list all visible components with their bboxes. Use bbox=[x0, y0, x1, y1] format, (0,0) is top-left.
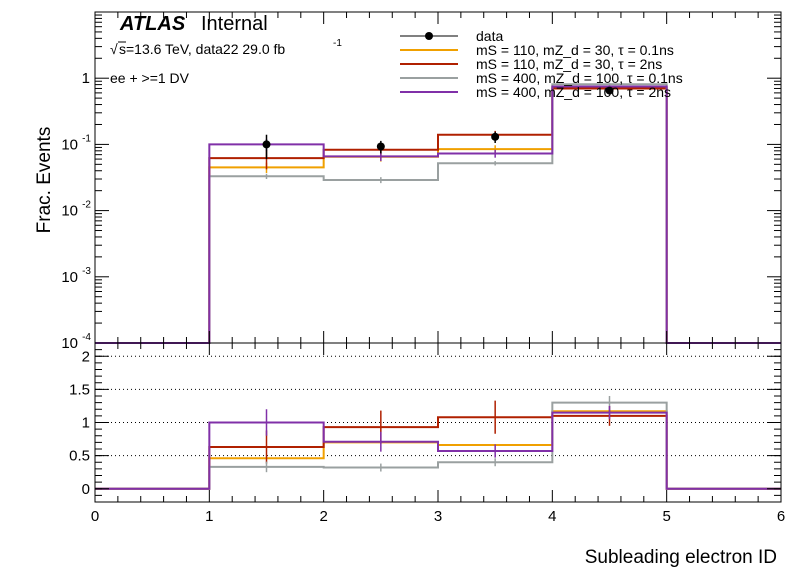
main-y-tick-label: 10 bbox=[61, 335, 78, 352]
x-axis-title: Subleading electron ID bbox=[585, 547, 777, 568]
legend-series-label: mS = 110, mZ_d = 30, τ = 0.1ns bbox=[476, 42, 674, 58]
sqrt-symbol: √ bbox=[110, 41, 118, 57]
x-tick-label: 6 bbox=[777, 508, 785, 525]
main-y-tick-label: 10 bbox=[61, 136, 78, 153]
ratio-y-tick-label: 1.5 bbox=[69, 381, 90, 398]
main-y-tick-label: 10 bbox=[61, 203, 78, 220]
main-y-tick-exponent: -2 bbox=[82, 200, 91, 211]
x-tick-label: 5 bbox=[662, 508, 670, 525]
ratio-y-ticks: 0 0.5 1 1.5 2 bbox=[69, 348, 781, 498]
data-point bbox=[376, 142, 385, 151]
ratio-y-tick-label: 1 bbox=[82, 415, 90, 432]
energy-lumi-text: s=13.6 TeV, data22 29.0 fb bbox=[119, 41, 285, 57]
ratio-panel: 0 0.5 1 1.5 2 0 1 2 3 4 5 6 Subleading electron ID bbox=[69, 342, 785, 568]
internal-label: Internal bbox=[201, 13, 268, 35]
ratio-series-group bbox=[95, 396, 781, 490]
x-tick-label: 2 bbox=[319, 508, 327, 525]
ratio-y-tick-label: 2 bbox=[82, 348, 90, 365]
data-point bbox=[605, 86, 614, 95]
main-y-ticks: 10 -4 10 -3 10 -2 10 -1 1 bbox=[61, 14, 781, 352]
selection-label: ee + >=1 DV bbox=[110, 70, 190, 86]
sqrt-s-label: √ s=13.6 TeV, data22 29.0 fb -1 bbox=[110, 38, 342, 57]
ratio-y-tick-label: 0 bbox=[82, 481, 90, 498]
x-tick-label: 4 bbox=[548, 508, 556, 525]
atlas-label: ATLAS bbox=[119, 13, 186, 35]
legend-data-label: data bbox=[476, 28, 503, 44]
legend-series-label: mS = 110, mZ_d = 30, τ = 2ns bbox=[476, 56, 662, 72]
main-series-line-3 bbox=[95, 85, 781, 344]
legend-series-label: mS = 400, mZ_d = 100, τ = 0.1ns bbox=[476, 70, 683, 86]
main-y-tick-exponent: -4 bbox=[82, 332, 91, 343]
legend-data-marker bbox=[425, 32, 433, 40]
y-axis-title: Frac. Events bbox=[34, 127, 55, 234]
main-y-tick-label: 1 bbox=[82, 70, 90, 87]
legend-series-label: mS = 400, mZ_d = 100, τ = 2ns bbox=[476, 84, 671, 100]
ratio-y-tick-label: 0.5 bbox=[69, 448, 90, 465]
main-x-ticks bbox=[94, 12, 782, 343]
lumi-exponent: -1 bbox=[333, 38, 342, 49]
x-tick-label: 1 bbox=[205, 508, 213, 525]
ratio-x-ticks: 0 1 2 3 4 5 6 bbox=[91, 343, 785, 525]
x-tick-label: 3 bbox=[434, 508, 442, 525]
main-data-points bbox=[262, 86, 614, 160]
main-y-tick-label: 10 bbox=[61, 269, 78, 286]
x-tick-label: 0 bbox=[91, 508, 99, 525]
main-y-tick-exponent: -3 bbox=[82, 266, 91, 277]
main-y-tick-exponent: -1 bbox=[82, 133, 91, 144]
data-point bbox=[491, 132, 500, 141]
data-point bbox=[262, 140, 271, 149]
ratio-series-line-3 bbox=[95, 411, 781, 490]
